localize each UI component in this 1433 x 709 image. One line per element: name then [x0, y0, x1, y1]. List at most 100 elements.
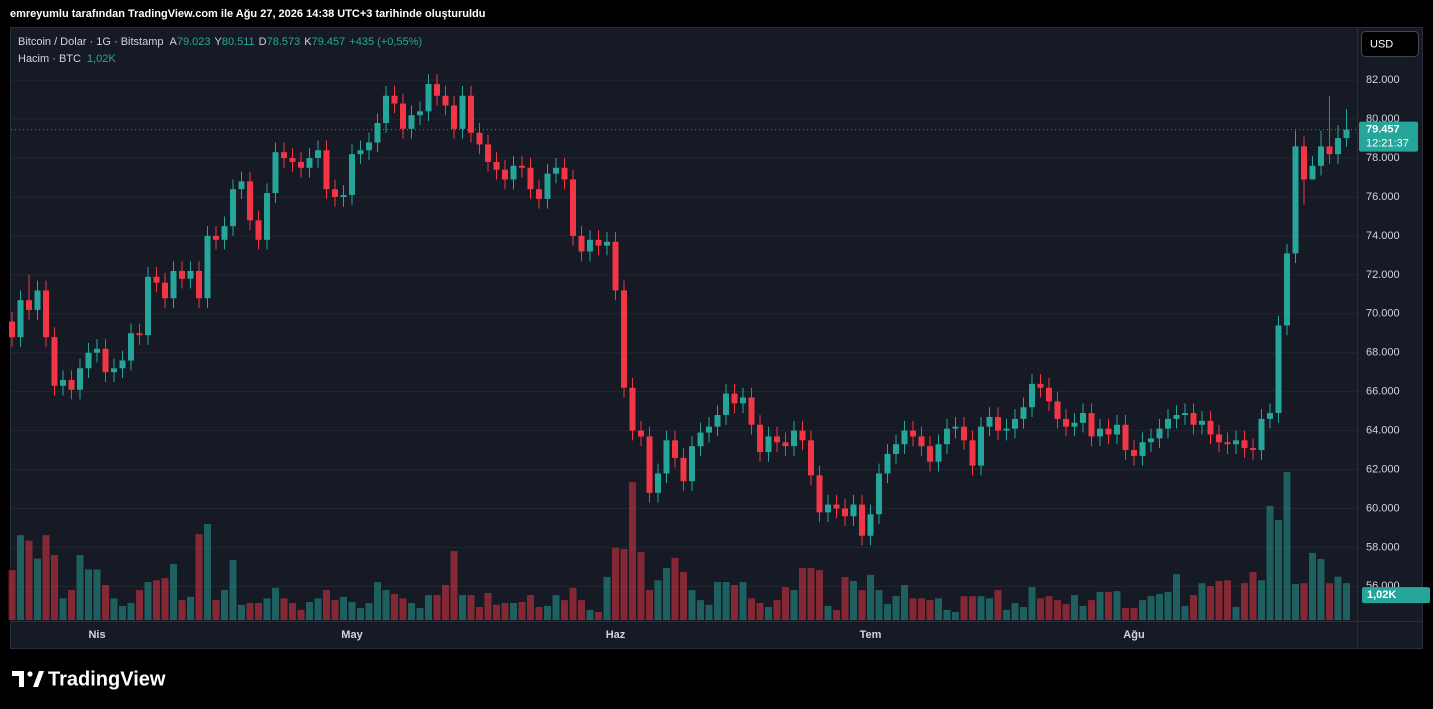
- volume-bar: [416, 608, 424, 620]
- candle-body: [468, 95, 474, 133]
- volume-bar: [34, 558, 41, 620]
- volume-bar: [867, 574, 874, 620]
- volume-bar: [1275, 520, 1282, 620]
- x-tick-label: Haz: [606, 629, 626, 641]
- volume-bar: [595, 612, 602, 620]
- candle-body: [1318, 146, 1324, 166]
- volume-legend-value: 1,02K: [87, 53, 116, 65]
- volume-bar: [374, 582, 381, 620]
- candle-body: [995, 416, 1001, 431]
- volume-bar: [136, 590, 143, 620]
- volume-bar: [450, 551, 458, 620]
- volume-bar: [1020, 607, 1027, 620]
- candle-body: [748, 397, 755, 425]
- volume-bar: [935, 598, 942, 620]
- volume-bar: [1071, 595, 1078, 620]
- volume-bar: [1028, 587, 1036, 620]
- volume-bar: [357, 608, 364, 620]
- volume-bar: [637, 552, 645, 620]
- volume-bar: [297, 609, 305, 620]
- candle-body: [935, 444, 942, 462]
- y-tick-label: 70.000: [1366, 308, 1400, 320]
- volume-bar: [484, 592, 492, 620]
- volume-bar: [1249, 571, 1257, 620]
- candle-body: [884, 453, 891, 474]
- volume-bar: [1037, 598, 1044, 620]
- candle-body: [255, 220, 262, 240]
- candle-body: [1224, 442, 1231, 445]
- candle-body: [842, 508, 848, 517]
- volume-legend: Hacim · BTC 1,02K: [18, 53, 116, 65]
- currency-label[interactable]: USD: [1370, 38, 1393, 50]
- volume-bar: [994, 590, 1002, 620]
- candle-body: [859, 504, 865, 536]
- volume-bar: [501, 603, 509, 620]
- y-tick-label: 72.000: [1366, 269, 1400, 281]
- candle-body: [221, 226, 228, 240]
- volume-bar: [544, 605, 551, 620]
- volume-bar: [399, 598, 407, 620]
- volume-bar: [246, 603, 254, 620]
- candle-body: [281, 152, 287, 159]
- volume-bar: [782, 587, 789, 620]
- volume-bar: [348, 601, 356, 620]
- candle-body: [1250, 448, 1256, 451]
- volume-bar: [1088, 600, 1095, 620]
- candle-body: [961, 426, 967, 441]
- candle-body: [1301, 146, 1307, 180]
- legend-key: K: [304, 36, 312, 48]
- candle-body: [306, 158, 313, 168]
- legend-key: A: [170, 36, 178, 48]
- candle-body: [485, 144, 491, 162]
- candle-body: [77, 368, 83, 390]
- volume-bar: [646, 590, 653, 620]
- volume-bar: [722, 582, 730, 620]
- candle-body: [298, 161, 304, 168]
- candle-body: [901, 430, 908, 445]
- candle-body: [1309, 165, 1316, 180]
- candle-body: [374, 123, 381, 143]
- volume-bar: [603, 577, 611, 620]
- candle-body: [604, 241, 610, 246]
- candle-body: [969, 440, 976, 466]
- candle-body: [1182, 413, 1188, 416]
- y-tick-label: 82.000: [1366, 74, 1400, 86]
- candle-body: [1037, 383, 1044, 388]
- candle-body: [204, 235, 211, 299]
- volume-bar: [340, 596, 347, 620]
- candle-body: [629, 387, 636, 431]
- volume-bar: [1258, 580, 1265, 620]
- volume-bar: [926, 600, 934, 620]
- volume-bar: [527, 595, 534, 620]
- candle-body: [1190, 413, 1197, 425]
- volume-bar: [76, 555, 84, 620]
- candle-body: [672, 440, 678, 458]
- y-tick-label: 66.000: [1366, 386, 1400, 398]
- candle-body: [782, 442, 789, 447]
- volume-bar: [1309, 552, 1316, 620]
- candle-body: [68, 379, 75, 390]
- candle-body: [833, 504, 840, 509]
- y-tick-label: 62.000: [1366, 463, 1400, 475]
- candle-body: [1207, 420, 1214, 435]
- candle-body: [170, 270, 177, 299]
- volume-bar: [841, 577, 849, 620]
- volume-bar: [476, 607, 483, 620]
- candle-body: [1258, 418, 1265, 451]
- currency-button[interactable]: [1361, 31, 1419, 57]
- candle-body: [349, 154, 355, 196]
- volume-bar: [221, 590, 228, 620]
- candle-body: [1216, 434, 1222, 443]
- volume-bar: [663, 568, 670, 620]
- volume-layer: [8, 471, 1350, 620]
- candle-body: [502, 169, 508, 180]
- candle-body: [213, 235, 219, 240]
- volume-bar: [1105, 591, 1112, 620]
- volume-bar: [850, 581, 857, 620]
- candle-body: [425, 84, 432, 112]
- candle-body: [315, 150, 321, 159]
- candle-body: [1003, 428, 1010, 431]
- candle-body: [765, 436, 772, 452]
- logo: TradingView: [12, 668, 166, 690]
- volume-bar: [144, 582, 152, 620]
